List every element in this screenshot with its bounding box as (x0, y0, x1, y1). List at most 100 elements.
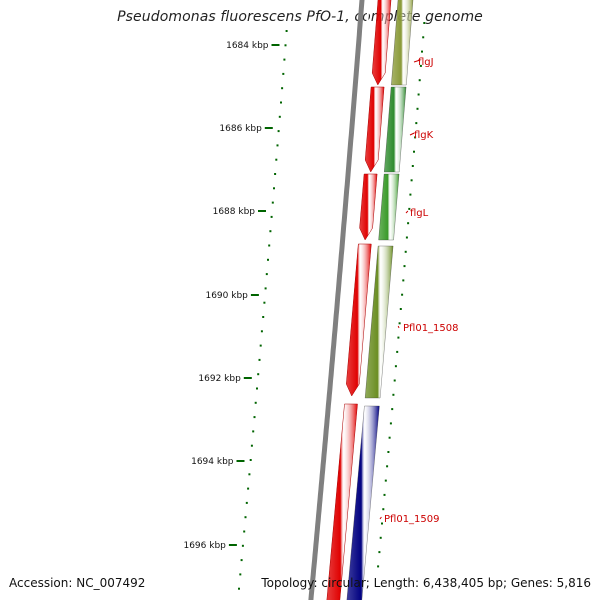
tick-layer: 1684 kbp 1686 kbp 1688 kbp 1690 kbp 1692 kbp… (183, 22, 426, 590)
outer-tick (422, 36, 425, 39)
outer-tick (423, 22, 426, 24)
outer-tick (377, 565, 380, 568)
inner-tick (275, 158, 278, 161)
outer-tick (396, 350, 399, 353)
gene-block-pfl01_1508 (364, 245, 394, 399)
forward-cds-4 (346, 243, 372, 397)
scale-label: 1692 kbp (198, 374, 241, 384)
gene-block-pfl01_1509 (346, 405, 380, 600)
outer-tick (386, 465, 389, 468)
inner-tick (239, 573, 242, 576)
inner-tick (243, 530, 246, 533)
outer-tick (407, 222, 410, 225)
scale-label: 1696 kbp (183, 541, 226, 551)
gene-leader-line (405, 210, 409, 214)
outer-tick (399, 308, 402, 310)
accession-text: Accession: NC_007492 (9, 576, 146, 590)
inner-tick (240, 559, 243, 562)
outer-tick (409, 193, 412, 196)
gene-leader-line (409, 132, 415, 136)
inner-tick (281, 87, 284, 90)
outer-tick (393, 379, 396, 382)
outer-tick (394, 365, 397, 368)
gene-block-flgj (391, 0, 414, 86)
outer-tick (401, 293, 404, 296)
inner-tick (269, 230, 272, 233)
gene-layer (346, 0, 414, 600)
label-layer: flgJ flgK flgL Pfl01_1508 Pfl01_1509 (379, 57, 459, 525)
outer-tick (387, 451, 390, 453)
outer-tick (410, 179, 413, 182)
outer-tick (421, 50, 423, 53)
inner-tick (271, 201, 274, 204)
outer-tick (414, 136, 417, 139)
inner-tick (250, 444, 253, 447)
inner-tick (260, 330, 263, 333)
outer-tick (379, 536, 382, 539)
outer-tick (388, 436, 391, 439)
inner-tick (284, 44, 287, 47)
gene-leader-line (397, 325, 400, 329)
backbone-gap (316, 0, 371, 600)
inner-tick (262, 316, 265, 318)
outer-tick (419, 64, 422, 67)
inner-tick (257, 373, 260, 376)
gene-label-flgk: flgK (414, 130, 434, 141)
forward-cds-3 (359, 173, 378, 241)
inner-tick (283, 58, 286, 61)
outer-tick (411, 165, 414, 167)
gene-label-pfl01_1509: Pfl01_1509 (384, 514, 440, 525)
inner-tick (274, 173, 277, 175)
inner-tick (273, 187, 275, 190)
outer-tick (403, 265, 406, 268)
inner-tick (267, 258, 269, 261)
inner-tick (254, 401, 257, 404)
scale-label: 1690 kbp (205, 291, 248, 301)
forward-cds-2 (364, 86, 385, 173)
inner-tick (256, 387, 258, 390)
outer-tick (408, 207, 411, 210)
inner-tick (252, 430, 255, 433)
outer-tick (384, 479, 387, 482)
outer-tick (392, 393, 395, 396)
genome-summary-text: Topology: circular; Length: 6,438,405 bp… (261, 576, 591, 590)
gene-block-flgk (384, 86, 407, 173)
inner-tick (277, 130, 280, 133)
forward-cds-1 (371, 0, 392, 86)
inner-tick (253, 416, 256, 419)
outer-tick (413, 150, 415, 153)
inner-tick (270, 215, 273, 218)
gene-label-pfl01_1508: Pfl01_1508 (403, 323, 459, 334)
outer-tick (416, 107, 419, 110)
backbone-line (308, 0, 365, 600)
scale-label: 1688 kbp (213, 207, 256, 217)
inner-tick (245, 501, 248, 504)
outer-tick (383, 493, 386, 496)
scale-label: 1694 kbp (191, 457, 234, 467)
inner-tick (238, 587, 240, 590)
inner-tick (265, 273, 268, 276)
inner-tick (264, 287, 267, 290)
outer-tick (417, 93, 420, 96)
outer-tick (397, 336, 400, 339)
outer-tick (415, 122, 418, 125)
inner-tick (282, 72, 285, 75)
scale-label: 1686 kbp (219, 124, 262, 134)
inner-tick (263, 301, 266, 304)
outer-tick (378, 551, 381, 554)
map-title: Pseudomonas fluorescens PfO-1, complete … (117, 9, 483, 25)
outer-tick (382, 508, 385, 511)
outer-tick (389, 422, 392, 425)
inner-tick (280, 101, 282, 104)
inner-tick (247, 487, 250, 490)
outer-tick (405, 236, 408, 239)
scale-label: 1684 kbp (226, 41, 269, 51)
gene-label-flgl: flgL (410, 208, 429, 219)
gene-block-flgl (378, 173, 400, 241)
outer-tick (381, 522, 383, 525)
inner-tick (258, 358, 261, 361)
outer-tick (418, 79, 421, 82)
gene-label-flgj: flgJ (418, 57, 434, 68)
inner-tick (248, 473, 251, 476)
